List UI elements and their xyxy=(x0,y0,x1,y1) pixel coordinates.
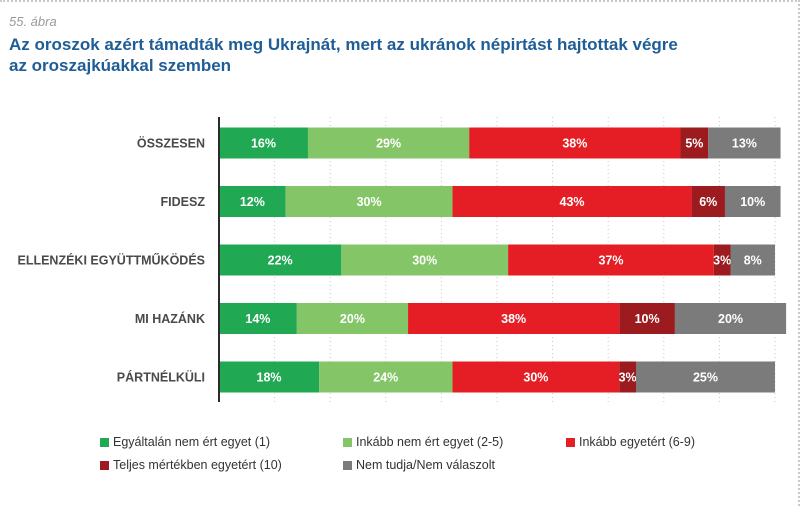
frame-top-border xyxy=(0,0,800,2)
data-label: 30% xyxy=(412,254,437,268)
legend-item: Nem tudja/Nem válaszolt xyxy=(343,458,495,472)
data-label: 30% xyxy=(357,195,382,209)
category-label: ELLENZÉKI EGYÜTTMŰKÖDÉS xyxy=(17,253,205,268)
data-label: 20% xyxy=(340,312,365,326)
legend-item: Inkább egyetért (6-9) xyxy=(566,435,695,449)
data-label: 37% xyxy=(598,254,623,268)
bar-segment xyxy=(469,127,681,159)
bar-segment xyxy=(319,361,453,393)
bar-segment xyxy=(408,303,620,334)
data-label: 20% xyxy=(718,312,743,326)
bar-segment xyxy=(452,361,620,393)
category-label: PÁRTNÉLKÜLI xyxy=(117,370,205,385)
bar-segment xyxy=(452,186,692,217)
bar-segment xyxy=(636,361,775,393)
bar-segment xyxy=(708,127,781,159)
bar-segment xyxy=(619,361,636,393)
data-label: 30% xyxy=(523,371,548,385)
bar-segment xyxy=(219,244,342,276)
legend-swatch xyxy=(343,460,352,470)
bar-segment xyxy=(307,127,470,159)
category-label: MI HAZÁNK xyxy=(135,311,205,326)
bar-segment xyxy=(724,186,781,217)
data-label: 8% xyxy=(744,254,762,268)
bar-segment xyxy=(674,303,787,334)
data-label: 12% xyxy=(240,195,265,209)
figure-label: 55. ábra xyxy=(9,14,57,29)
legend-swatch xyxy=(343,437,352,447)
legend-label: Inkább egyetért (6-9) xyxy=(579,435,696,449)
data-label: 29% xyxy=(376,137,401,151)
data-label: 3% xyxy=(619,371,637,385)
data-label: 10% xyxy=(635,312,660,326)
chart-title-line-1: Az oroszok azért támadták meg Ukrajnát, … xyxy=(9,35,678,54)
bar-segment xyxy=(619,303,675,334)
legend-swatch xyxy=(566,437,575,447)
category-label: ÖSSZESEN xyxy=(137,136,205,151)
bar-segment xyxy=(296,303,409,334)
data-label: 43% xyxy=(560,195,585,209)
category-label: FIDESZ xyxy=(161,195,206,209)
bar-segment xyxy=(219,303,297,334)
chart-title: Az oroszok azért támadták meg Ukrajnát, … xyxy=(9,34,769,76)
data-label: 38% xyxy=(501,312,526,326)
data-label: 25% xyxy=(693,371,718,385)
legend-swatch xyxy=(100,437,109,447)
legend-label: Inkább nem ért egyet (2-5) xyxy=(356,435,504,449)
legend-label: Egyáltalán nem ért egyet (1) xyxy=(113,435,271,449)
legend-label: Nem tudja/Nem válaszolt xyxy=(356,458,495,472)
frame-right-border xyxy=(798,0,800,506)
data-label: 38% xyxy=(562,137,587,151)
data-label: 24% xyxy=(373,371,398,385)
bar-segment xyxy=(219,186,286,217)
legend-swatch xyxy=(100,460,109,470)
data-label: 18% xyxy=(257,371,282,385)
bar-segment xyxy=(691,186,725,217)
bar-segment xyxy=(730,244,775,276)
legend-label: Teljes mértékben egyetért (10) xyxy=(113,458,282,472)
bar-segment xyxy=(219,361,320,393)
data-label: 13% xyxy=(732,137,757,151)
legend-item: Egyáltalán nem ért egyet (1) xyxy=(100,435,270,449)
bar-segment xyxy=(341,244,509,276)
data-label: 16% xyxy=(251,137,276,151)
bar-segment xyxy=(680,127,709,159)
bar-segment xyxy=(219,127,308,159)
bar-segment xyxy=(713,244,731,276)
legend-item: Teljes mértékben egyetért (10) xyxy=(100,458,282,472)
chart-title-line-2: az oroszajkúakkal szemben xyxy=(9,56,232,75)
bar-segment xyxy=(508,244,714,276)
bar-segment xyxy=(285,186,453,217)
data-label: 10% xyxy=(740,195,765,209)
data-label: 3% xyxy=(713,254,731,268)
data-label: 22% xyxy=(268,254,293,268)
data-label: 14% xyxy=(245,312,270,326)
legend-item: Inkább nem ért egyet (2-5) xyxy=(343,435,503,449)
data-label: 6% xyxy=(699,195,717,209)
data-label: 5% xyxy=(685,137,703,151)
